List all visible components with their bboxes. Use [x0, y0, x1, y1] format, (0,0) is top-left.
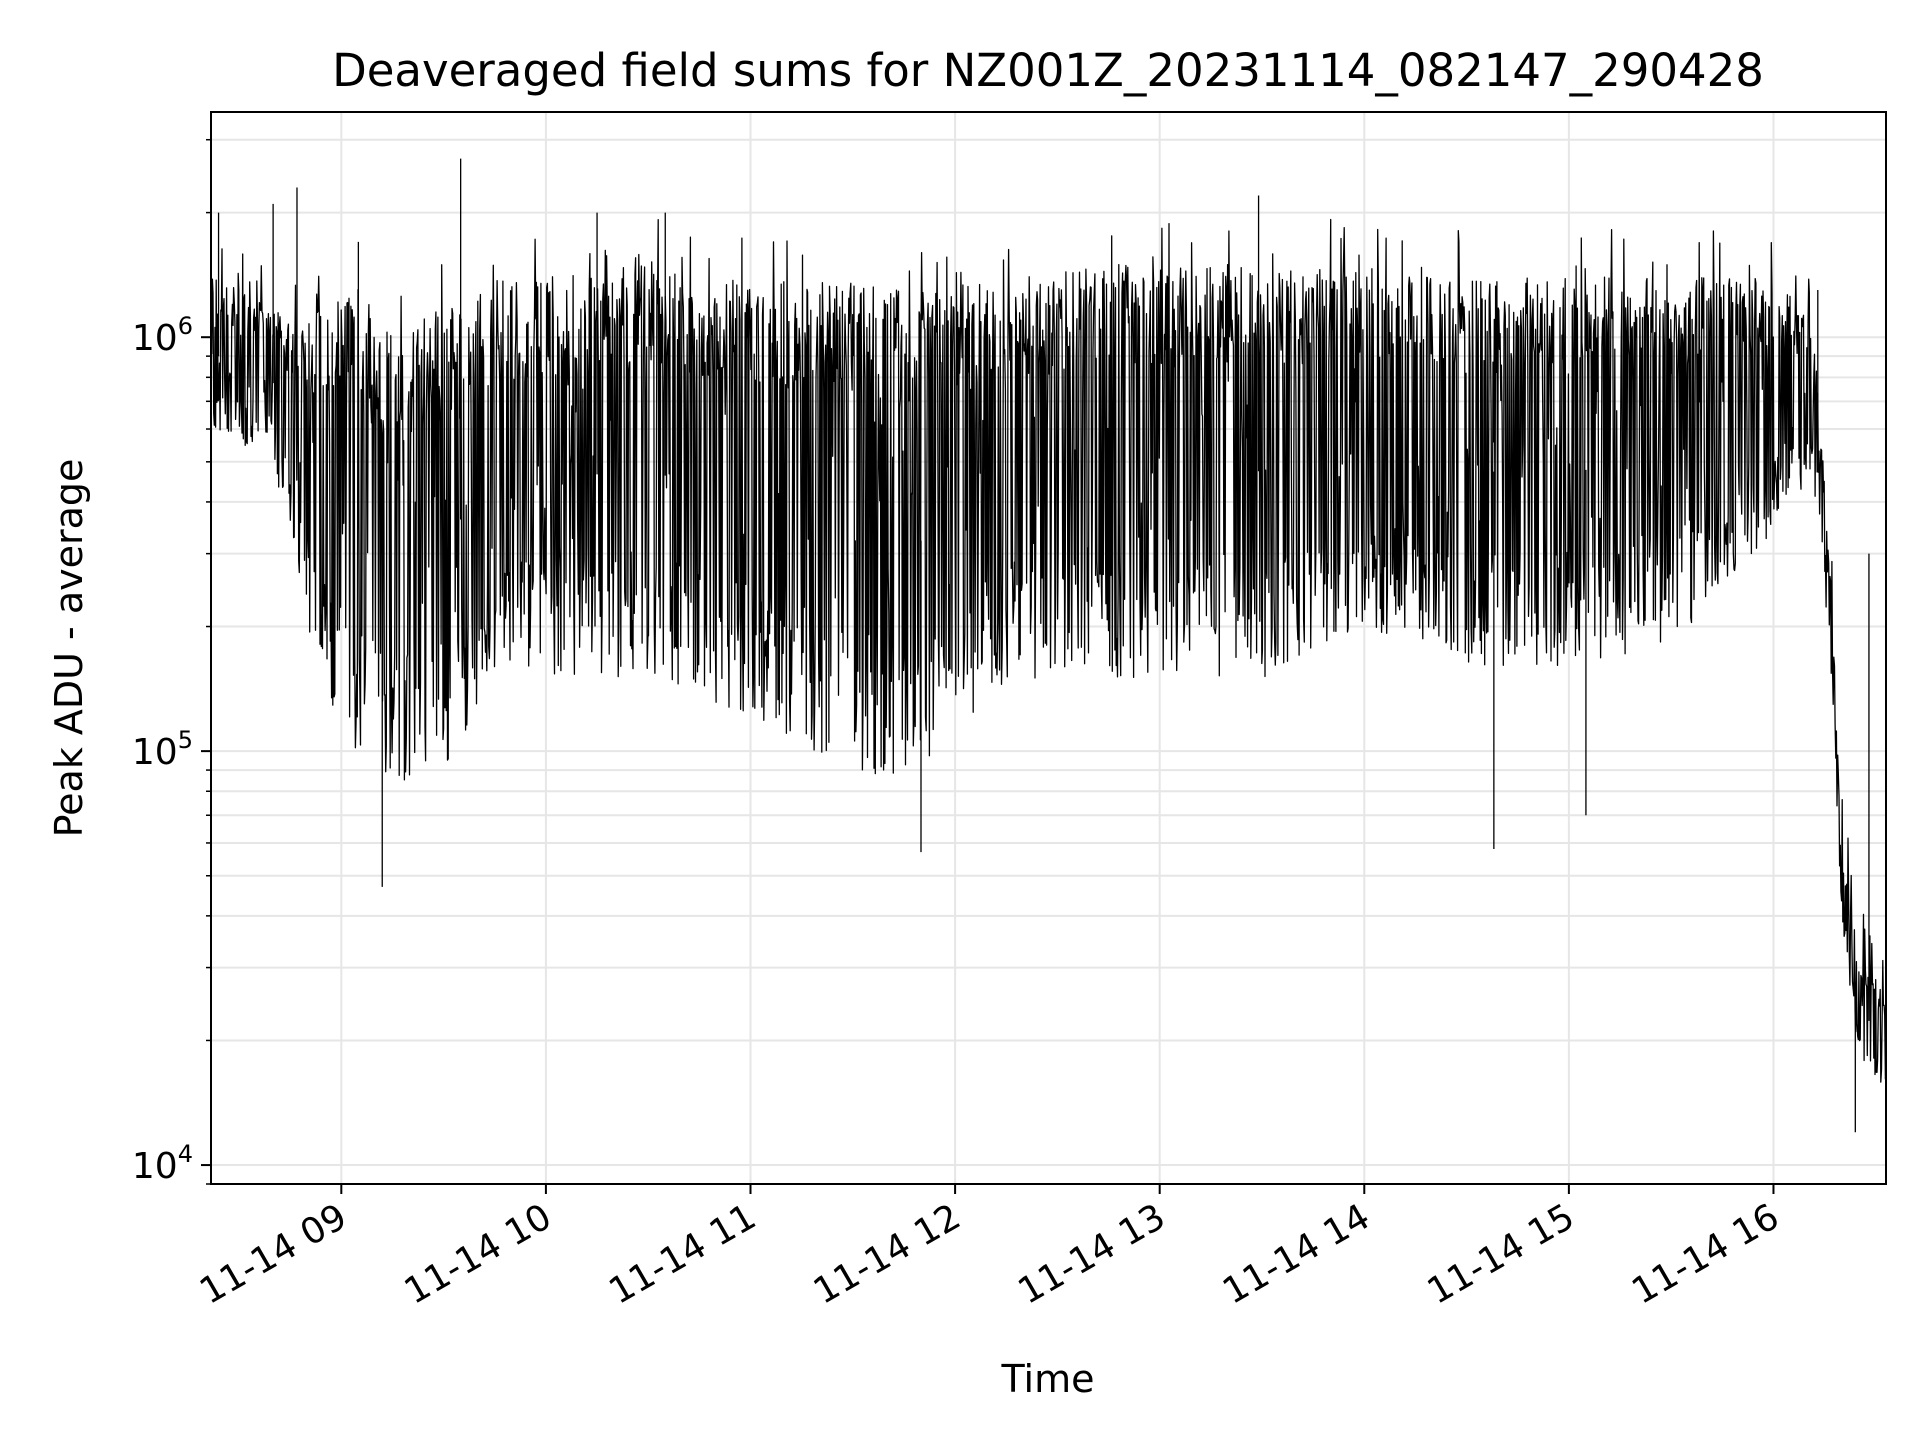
y-tick-label: 106 — [132, 312, 193, 359]
series-line — [211, 218, 1887, 1083]
y-axis-label: Peak ADU - average — [47, 459, 91, 838]
y-axis-ticks: 104 105 106 — [132, 138, 211, 1187]
x-tick-label: 11-14 11 — [602, 1196, 763, 1312]
x-tick-label: 11-14 15 — [1421, 1196, 1582, 1312]
chart-title: Deaveraged field sums for NZ001Z_2023111… — [332, 44, 1764, 97]
x-tick-label: 11-14 12 — [807, 1196, 968, 1312]
x-tick-label: 11-14 16 — [1625, 1196, 1786, 1312]
x-axis-ticks: 11-14 09 11-14 10 11-14 11 11-14 12 11-14 13… — [193, 1184, 1786, 1313]
y-tick-label: 105 — [132, 726, 193, 773]
x-tick-label: 11-14 13 — [1012, 1196, 1173, 1312]
x-tick-label: 11-14 10 — [398, 1196, 559, 1312]
x-axis-label: Time — [1001, 1357, 1095, 1401]
plot-frame — [210, 111, 1887, 1185]
x-tick-label: 11-14 14 — [1216, 1196, 1377, 1312]
x-tick-label: 11-14 09 — [193, 1196, 354, 1312]
y-tick-label: 104 — [132, 1140, 193, 1187]
series-group — [211, 158, 1887, 1133]
